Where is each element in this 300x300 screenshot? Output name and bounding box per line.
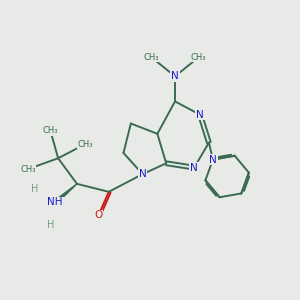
Text: CH₃: CH₃ (20, 165, 36, 174)
Text: CH₃: CH₃ (191, 53, 206, 62)
Text: N: N (209, 154, 217, 165)
Text: CH₃: CH₃ (43, 126, 58, 135)
Text: CH₃: CH₃ (144, 53, 159, 62)
Text: N: N (139, 169, 146, 179)
Text: N: N (171, 71, 179, 81)
Polygon shape (54, 184, 77, 204)
Text: N: N (190, 163, 198, 173)
Text: H: H (32, 184, 39, 194)
Text: CH₃: CH₃ (77, 140, 93, 148)
Text: NH: NH (47, 197, 63, 207)
Text: H: H (47, 220, 54, 230)
Text: N: N (196, 110, 204, 120)
Text: O: O (94, 210, 103, 220)
